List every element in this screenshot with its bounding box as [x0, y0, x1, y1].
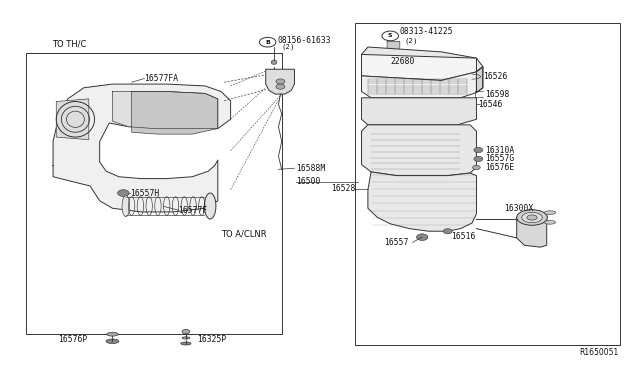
Text: 22680: 22680	[390, 57, 415, 66]
Polygon shape	[362, 125, 476, 176]
Circle shape	[118, 190, 129, 196]
Text: 16325P: 16325P	[197, 335, 227, 344]
Text: (2): (2)	[404, 38, 418, 44]
Bar	[26, 52, 282, 334]
Polygon shape	[266, 69, 294, 94]
Text: R1650051: R1650051	[580, 348, 619, 357]
Polygon shape	[516, 216, 547, 247]
Text: 08156-61633: 08156-61633	[277, 36, 331, 45]
Text: 08313-41225: 08313-41225	[400, 27, 454, 36]
Text: TO A/CLNR: TO A/CLNR	[221, 230, 267, 239]
Polygon shape	[476, 67, 483, 93]
Text: 16526: 16526	[483, 72, 508, 81]
Text: 16516: 16516	[451, 231, 476, 241]
Polygon shape	[56, 99, 89, 140]
Text: 16557H: 16557H	[130, 189, 159, 198]
Text: TO TH/C: TO TH/C	[52, 40, 86, 49]
Circle shape	[417, 234, 428, 240]
Ellipse shape	[522, 212, 542, 223]
Polygon shape	[132, 92, 218, 134]
Ellipse shape	[107, 333, 118, 336]
Polygon shape	[368, 172, 476, 231]
Text: S: S	[388, 33, 392, 38]
Text: (2): (2)	[282, 44, 295, 50]
Text: 16598: 16598	[484, 90, 509, 99]
Ellipse shape	[106, 339, 119, 343]
Text: B: B	[265, 40, 270, 45]
Polygon shape	[365, 55, 385, 68]
Circle shape	[276, 84, 285, 89]
Polygon shape	[362, 72, 476, 98]
Text: 16557G: 16557G	[484, 154, 514, 163]
Polygon shape	[362, 54, 476, 80]
Ellipse shape	[527, 215, 537, 220]
Polygon shape	[113, 92, 218, 129]
Ellipse shape	[204, 193, 216, 219]
Polygon shape	[387, 41, 400, 51]
Text: 16577FA: 16577FA	[145, 74, 179, 83]
Text: 16310A: 16310A	[484, 145, 514, 154]
Polygon shape	[53, 84, 230, 212]
Text: 16588M: 16588M	[296, 164, 325, 173]
Text: 16528: 16528	[331, 185, 355, 193]
Text: 16557: 16557	[384, 238, 408, 247]
Ellipse shape	[180, 342, 191, 345]
Polygon shape	[362, 98, 476, 125]
Ellipse shape	[122, 195, 130, 217]
Circle shape	[474, 156, 483, 161]
Ellipse shape	[182, 337, 189, 339]
Ellipse shape	[544, 211, 556, 215]
Text: 16577F: 16577F	[178, 206, 207, 215]
Circle shape	[390, 51, 396, 54]
Circle shape	[444, 229, 452, 234]
Ellipse shape	[516, 210, 547, 225]
Polygon shape	[362, 47, 483, 72]
Ellipse shape	[544, 221, 556, 224]
Circle shape	[474, 147, 483, 153]
Text: 16546: 16546	[478, 100, 503, 109]
Text: 16576P: 16576P	[58, 335, 88, 344]
Circle shape	[276, 79, 285, 84]
Text: 16500: 16500	[296, 177, 320, 186]
Text: 16576E: 16576E	[484, 163, 514, 172]
Ellipse shape	[182, 330, 189, 334]
Text: 16300X: 16300X	[504, 205, 533, 214]
Ellipse shape	[271, 60, 277, 64]
Bar	[355, 23, 620, 345]
Circle shape	[472, 165, 480, 170]
